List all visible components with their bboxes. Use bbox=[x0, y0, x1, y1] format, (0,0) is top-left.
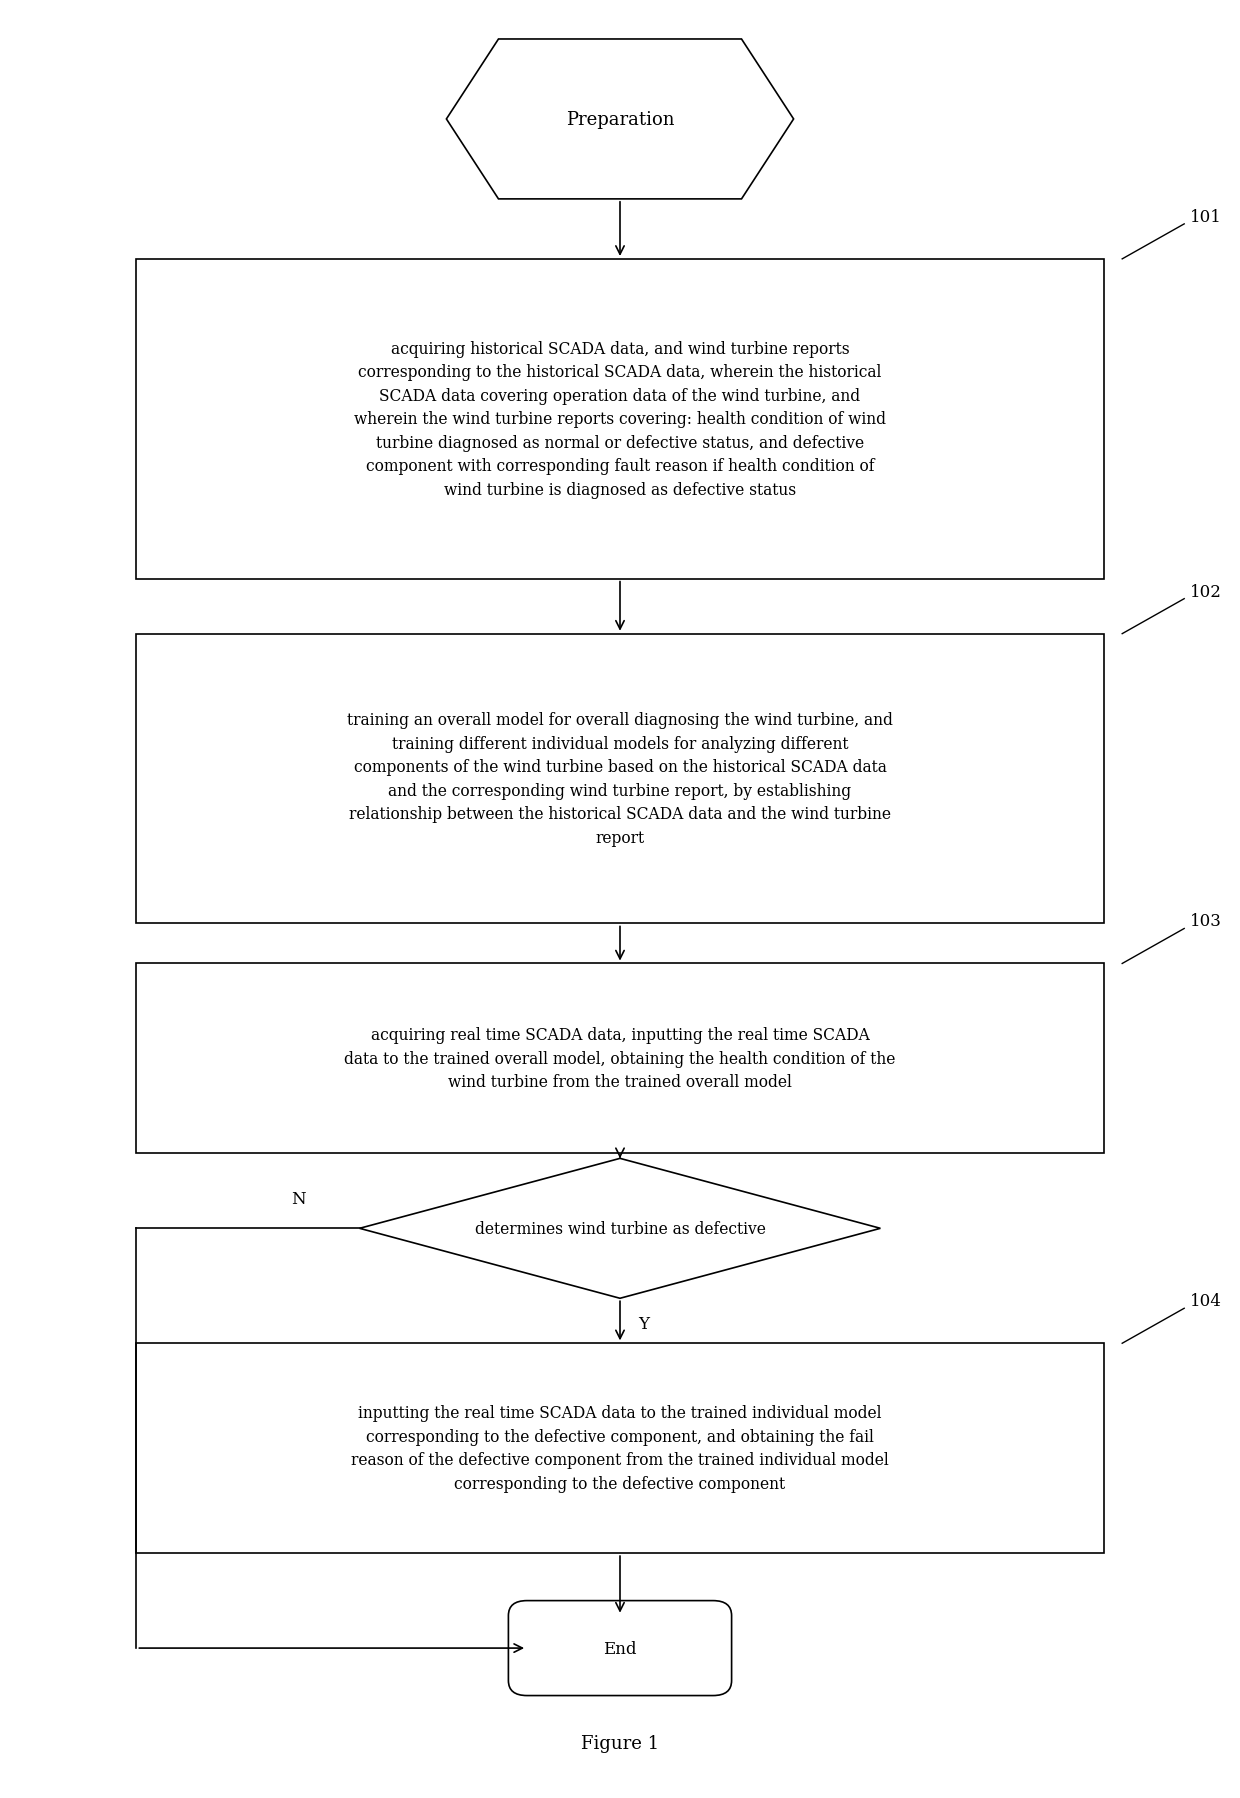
Text: N: N bbox=[291, 1190, 306, 1208]
Text: Y: Y bbox=[639, 1316, 650, 1332]
Text: acquiring historical SCADA data, and wind turbine reports
corresponding to the h: acquiring historical SCADA data, and win… bbox=[353, 340, 887, 498]
Text: inputting the real time SCADA data to the trained individual model
corresponding: inputting the real time SCADA data to th… bbox=[351, 1404, 889, 1492]
Text: 104: 104 bbox=[1190, 1293, 1223, 1309]
FancyBboxPatch shape bbox=[136, 1343, 1104, 1553]
Text: 103: 103 bbox=[1190, 913, 1223, 930]
Text: Preparation: Preparation bbox=[565, 111, 675, 129]
FancyBboxPatch shape bbox=[136, 635, 1104, 924]
Text: End: End bbox=[603, 1640, 637, 1656]
FancyBboxPatch shape bbox=[136, 259, 1104, 579]
Text: determines wind turbine as defective: determines wind turbine as defective bbox=[475, 1221, 765, 1237]
Polygon shape bbox=[446, 40, 794, 200]
Text: Figure 1: Figure 1 bbox=[580, 1733, 660, 1751]
Text: 101: 101 bbox=[1190, 209, 1223, 227]
FancyBboxPatch shape bbox=[508, 1600, 732, 1696]
FancyBboxPatch shape bbox=[136, 964, 1104, 1154]
Polygon shape bbox=[360, 1158, 880, 1298]
Text: training an overall model for overall diagnosing the wind turbine, and
training : training an overall model for overall di… bbox=[347, 712, 893, 847]
Text: acquiring real time SCADA data, inputting the real time SCADA
data to the traine: acquiring real time SCADA data, inputtin… bbox=[345, 1027, 895, 1091]
Text: 102: 102 bbox=[1190, 583, 1223, 601]
